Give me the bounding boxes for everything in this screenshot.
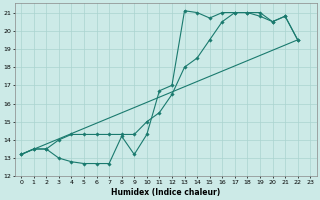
X-axis label: Humidex (Indice chaleur): Humidex (Indice chaleur) (111, 188, 220, 197)
